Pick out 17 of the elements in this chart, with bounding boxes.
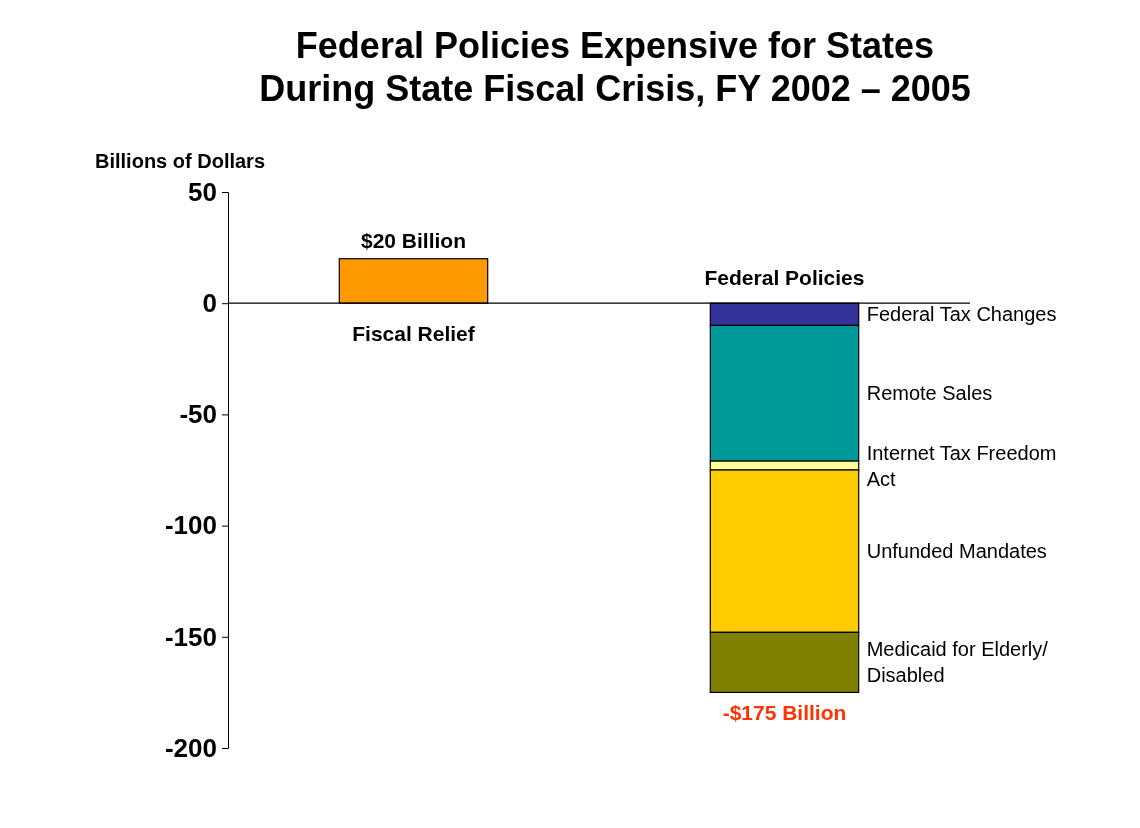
series-label: Medicaid for Elderly/ Disabled <box>866 638 1049 687</box>
series-label: Unfunded Mandates <box>866 540 1047 563</box>
series-label: Internet Tax Freedom Act <box>866 441 1057 490</box>
y-axis-title: Billions of Dollars <box>95 150 266 172</box>
y-tick-label: -150 <box>164 621 217 652</box>
total-label: $20 Billion <box>360 228 467 252</box>
x-tick-label: Federal Policies <box>704 266 865 290</box>
series-label: Federal Tax Changes <box>866 303 1057 326</box>
y-tick-label: 0 <box>202 288 217 319</box>
total-label: -$175 Billion <box>722 701 847 725</box>
chart-title: Federal Policies Expensive for States During State Fiscal Crisis, FY 2002 – 2005 <box>259 25 971 109</box>
y-tick-label: -200 <box>164 732 217 763</box>
series-label: Remote Sales <box>866 382 993 405</box>
y-tick-label: -100 <box>164 510 217 541</box>
y-tick-label: -50 <box>179 399 217 430</box>
y-tick-label: 50 <box>188 176 217 207</box>
x-tick-label: Fiscal Relief <box>352 322 476 346</box>
